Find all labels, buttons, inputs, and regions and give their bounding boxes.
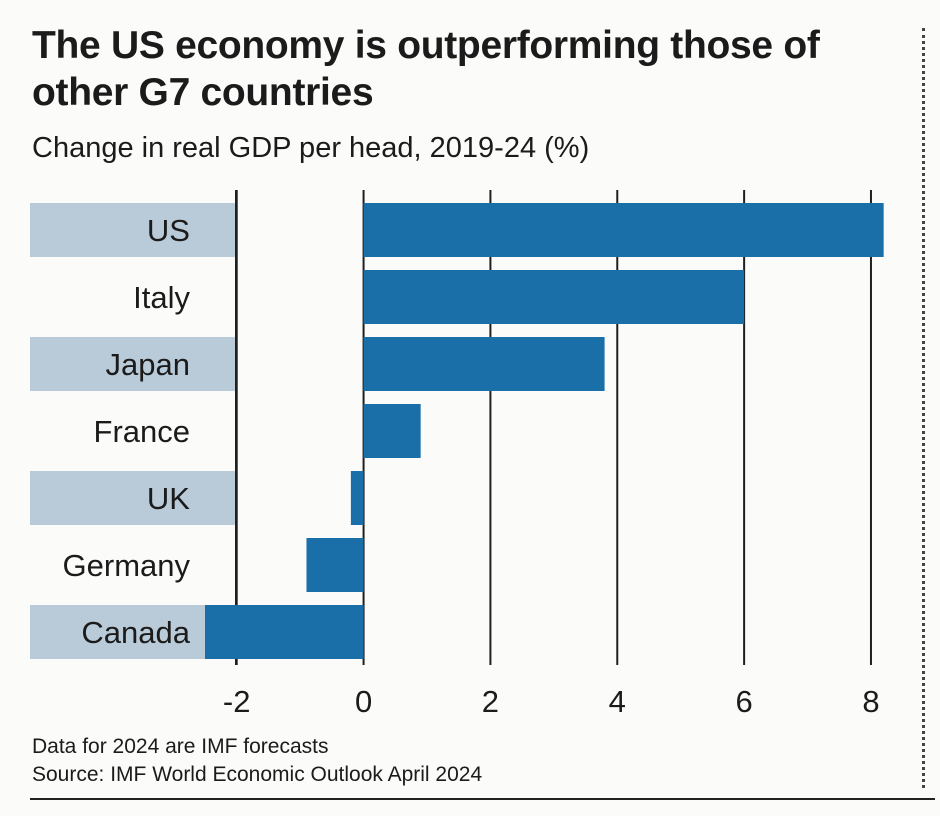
tick-label: 8 xyxy=(862,684,879,719)
category-label: Japan xyxy=(106,347,190,382)
bar-italy xyxy=(363,270,745,324)
label-band xyxy=(30,605,236,659)
bar-germany xyxy=(306,538,364,592)
category-label: UK xyxy=(147,481,190,516)
bar-us xyxy=(363,203,884,257)
tick-label: -2 xyxy=(223,684,251,719)
tick-label: 2 xyxy=(482,684,499,719)
tick-labels: -2 0 2 4 6 8 xyxy=(223,684,880,719)
bar-uk xyxy=(350,471,364,525)
bar-france xyxy=(363,404,421,458)
chart-title: The US economy is outperforming those of… xyxy=(32,24,820,114)
category-label: Germany xyxy=(63,548,191,583)
tick-label: 6 xyxy=(735,684,752,719)
category-label: US xyxy=(147,213,190,248)
category-labels: US Italy Japan France UK Germany Canada xyxy=(63,213,191,650)
tick-label: 0 xyxy=(355,684,372,719)
category-label: France xyxy=(94,414,190,449)
label-bands xyxy=(30,203,236,659)
bar-japan xyxy=(363,337,605,391)
label-band xyxy=(30,471,236,525)
footnote-forecast: Data for 2024 are IMF forecasts xyxy=(32,735,329,758)
bottom-rule xyxy=(30,798,935,800)
label-band xyxy=(30,337,236,391)
tick-label: 4 xyxy=(609,684,626,719)
bar-canada xyxy=(205,605,364,659)
label-band xyxy=(30,203,236,257)
category-label: Canada xyxy=(81,615,190,650)
gridlines xyxy=(235,190,872,665)
right-border xyxy=(922,28,925,788)
bars xyxy=(205,203,884,659)
category-label: Italy xyxy=(133,280,190,315)
chart-subtitle: Change in real GDP per head, 2019-24 (%) xyxy=(32,132,590,164)
footnote-source: Source: IMF World Economic Outlook April… xyxy=(32,763,483,786)
